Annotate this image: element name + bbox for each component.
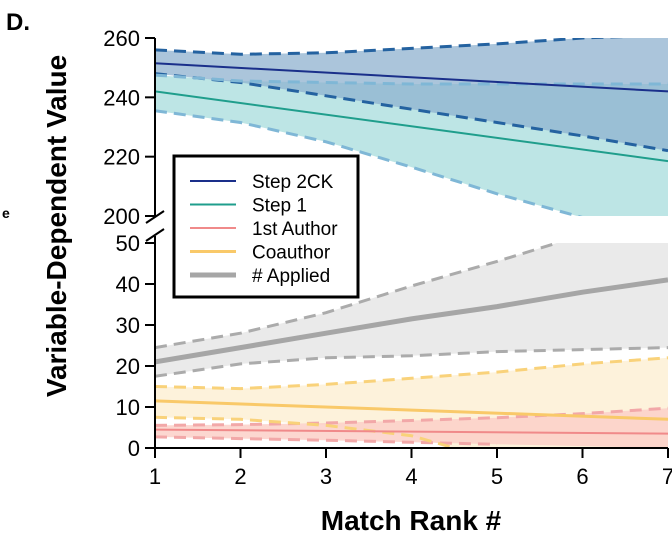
x-tick-label: 6: [576, 464, 588, 489]
legend-label-coauthor: Coauthor: [252, 243, 331, 264]
axis-ticks: 1 2 3 4 5 6 7 200 220 240 260 0 10 20 30 40 50: [103, 26, 672, 489]
legend-label-applied: # Applied: [252, 266, 330, 287]
lower-series-lines: [155, 243, 668, 448]
legend-label-step-1: Step 1: [252, 196, 307, 217]
band-step-2ck: [155, 38, 668, 151]
ci-upper-step-2ck: [155, 38, 626, 56]
x-axis-title: Match Rank #: [321, 505, 502, 536]
upper-series-lines: [155, 38, 668, 216]
x-tick-label: 3: [320, 464, 332, 489]
lower-y-tick-label: 30: [116, 313, 140, 338]
ci-upper-1st-author: [155, 406, 668, 427]
lower-y-tick-label: 20: [116, 354, 140, 379]
line-1st-author: [155, 428, 668, 435]
axis-break-mark-bottom: [145, 228, 165, 242]
upper-y-tick-label: 220: [103, 145, 140, 170]
panel-label: D.: [6, 9, 30, 36]
legend-box: [172, 154, 360, 299]
upper-confidence-bands: [155, 38, 668, 216]
lower-y-tick-label: 0: [128, 436, 140, 461]
line-step-1: [155, 90, 668, 163]
x-tick-label: 7: [662, 464, 672, 489]
band-applied: [155, 243, 668, 377]
x-tick-label: 2: [234, 464, 246, 489]
upper-y-tick-label: 240: [103, 85, 140, 110]
lower-y-tick-label: 40: [116, 272, 140, 297]
band-1st-author: [155, 408, 668, 448]
stray-mark: e: [2, 205, 10, 221]
upper-y-tick-label: 200: [103, 204, 140, 229]
upper-y-tick-label: 260: [103, 26, 140, 51]
ci-lower-coauthor: [155, 415, 455, 448]
legend-label-1st-author: 1st Author: [252, 219, 338, 240]
line-applied: [155, 277, 668, 365]
ci-lower-applied: [155, 346, 668, 378]
legend-label-step-2ck: Step 2CK: [252, 172, 334, 193]
ci-upper-applied: [155, 243, 558, 350]
lower-confidence-bands: [155, 243, 668, 448]
y-axis-title: Variable-Dependent Value: [41, 55, 72, 397]
ci-upper-coauthor: [155, 356, 668, 391]
x-tick-label: 5: [491, 464, 503, 489]
ci-upper-step-1: [155, 73, 668, 86]
ci-lower-step-1: [155, 109, 583, 216]
x-tick-label: 4: [405, 464, 417, 489]
lower-y-tick-label: 50: [116, 231, 140, 256]
x-tick-label: 1: [149, 464, 161, 489]
line-step-2ck: [155, 62, 668, 93]
line-coauthor: [155, 399, 668, 421]
lower-y-tick-label: 10: [116, 395, 140, 420]
